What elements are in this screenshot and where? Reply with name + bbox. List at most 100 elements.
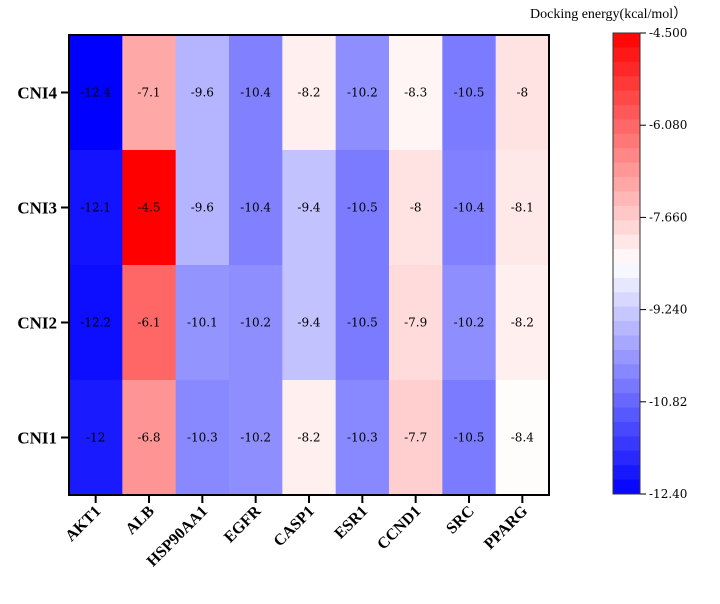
colorbar-tick-label: -12.40 [649, 487, 687, 501]
x-tick-label: SRC [443, 503, 478, 538]
colorbar-band [613, 306, 640, 322]
cell-value-label: -8.2 [297, 431, 320, 445]
cell-value-label: -10.3 [187, 431, 218, 445]
colorbar-band [613, 249, 640, 264]
colorbar-band [613, 162, 640, 178]
colorbar-band [613, 177, 640, 192]
colorbar-band [613, 76, 640, 92]
cell-value-label: -10.4 [240, 201, 271, 215]
colorbar-tick-label: -6.080 [649, 118, 687, 132]
cell-value-label: -7.7 [404, 431, 427, 445]
heatmap-cell [282, 150, 337, 266]
heatmap-cell [335, 380, 390, 496]
cell-value-label: -12.2 [80, 316, 111, 330]
cell-value-label: -7.9 [404, 316, 427, 330]
colorbar-band [613, 349, 640, 365]
colorbar-label: Docking energy(kcal/mol） [530, 6, 687, 22]
cell-value-label: -6.8 [137, 431, 160, 445]
heatmap-cell [69, 150, 123, 266]
cell-value-label: -12.1 [80, 201, 111, 215]
y-tick-label: CNI4 [17, 84, 57, 103]
heatmap-cell [335, 150, 390, 266]
cell-value-label: -8 [516, 86, 528, 100]
y-tick-label: CNI2 [17, 314, 57, 333]
colorbar-band [613, 393, 640, 409]
colorbar-band [613, 47, 640, 63]
cell-value-label: -10.4 [240, 86, 271, 100]
heatmap-cell [175, 35, 230, 151]
colorbar-tick-label: -4.500 [649, 26, 687, 40]
colorbar-band [613, 421, 640, 437]
heatmap-cell [122, 265, 177, 381]
colorbar-band [613, 61, 640, 77]
heatmap-cell [442, 35, 497, 151]
heatmap-cell [282, 265, 337, 381]
cell-value-label: -4.5 [137, 201, 160, 215]
cell-value-label: -10.2 [347, 86, 378, 100]
colorbar-band [613, 234, 640, 250]
heatmap-cell [389, 265, 443, 381]
heatmap-cell [69, 265, 123, 381]
x-tick-label: PPARG [481, 502, 532, 553]
heatmap-cell [442, 150, 497, 266]
colorbar-band [613, 220, 640, 236]
cell-value-label: -9.4 [297, 201, 321, 215]
x-tick-label: CASP1 [271, 503, 318, 550]
cell-value-label: -12.4 [80, 86, 111, 100]
y-tick-label: CNI1 [17, 429, 57, 448]
heatmap-cell [335, 265, 390, 381]
cell-labels: -12.4 -7.1 -9.6 -10.4 -8.2 -10.2 -8.3 -10.5 -8 -1… [80, 86, 534, 445]
x-tick-label: ALB [123, 503, 159, 539]
colorbar-band [613, 119, 640, 135]
heatmap-cell [229, 380, 283, 496]
cell-value-label: -10.3 [347, 431, 378, 445]
heatmap-cell [282, 35, 337, 151]
heatmap-cell [175, 150, 230, 266]
cell-value-label: -10.5 [454, 86, 485, 100]
colorbar-band [613, 436, 640, 452]
heatmap-cells [69, 35, 550, 496]
cell-value-label: -8.4 [511, 431, 535, 445]
heatmap-cell [495, 380, 550, 496]
cell-value-label: -7.1 [137, 86, 160, 100]
heatmap-cell [229, 35, 283, 151]
cell-value-label: -9.6 [191, 201, 214, 215]
heatmap-cell [335, 35, 390, 151]
colorbar-band [613, 133, 640, 149]
colorbar-band [613, 364, 640, 380]
heatmap-cell [495, 35, 550, 151]
cell-value-label: -8.2 [297, 86, 320, 100]
cell-value-label: -10.1 [187, 316, 218, 330]
heatmap-cell [389, 150, 443, 266]
cell-value-label: -8.3 [404, 86, 427, 100]
cell-value-label: -6.1 [137, 316, 160, 330]
heatmap-cell [229, 150, 283, 266]
cell-value-label: -10.4 [454, 201, 485, 215]
heatmap-cell [389, 35, 443, 151]
cell-value-label: -12 [86, 431, 105, 445]
heatmap-cell [389, 380, 443, 496]
colorbar-band [613, 148, 640, 164]
colorbar-band [613, 90, 640, 106]
y-axis: CNI4 CNI3 CNI2 CNI1 [17, 84, 69, 448]
colorbar-band [613, 292, 640, 308]
colorbar-band [613, 205, 640, 221]
colorbar-band [613, 105, 640, 120]
cell-value-label: -9.4 [297, 316, 321, 330]
cell-value-label: -10.5 [347, 201, 378, 215]
cell-value-label: -10.2 [454, 316, 485, 330]
colorbar-band [613, 33, 640, 48]
colorbar-band [613, 450, 640, 466]
cell-value-label: -10.5 [347, 316, 378, 330]
colorbar-tick-label: -9.240 [649, 303, 687, 317]
x-tick-label: ESR1 [331, 503, 371, 543]
cell-value-label: -8 [410, 201, 422, 215]
heatmap-cell [69, 35, 123, 151]
colorbar-tick-label: -7.660 [649, 210, 687, 224]
cell-value-label: -8.2 [511, 316, 534, 330]
heatmap-cell [175, 265, 230, 381]
heatmap-cell [495, 265, 550, 381]
cell-value-label: -8.1 [511, 201, 534, 215]
heatmap-cell [122, 150, 177, 266]
colorbar-band [613, 191, 640, 207]
